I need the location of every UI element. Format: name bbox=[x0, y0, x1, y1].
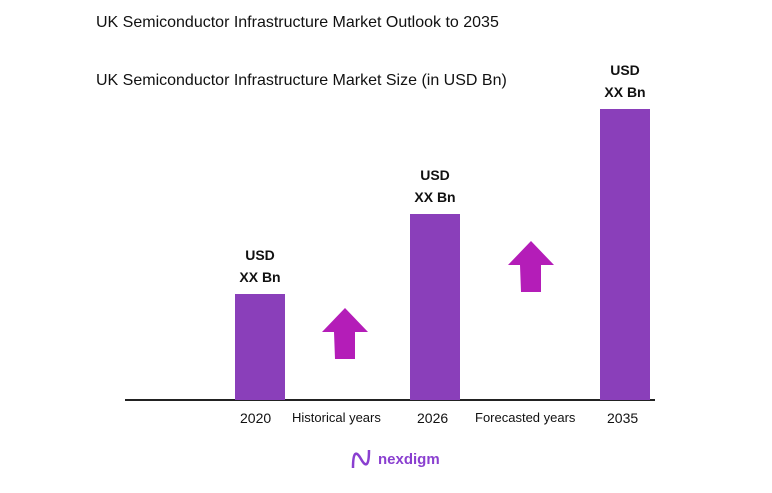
bar-2020 bbox=[235, 294, 285, 400]
data-label-2020: USD XX Bn bbox=[239, 247, 281, 285]
forecasted-years-label: Forecasted years bbox=[475, 410, 576, 425]
x-axis-line bbox=[125, 399, 655, 401]
data-label-2035: USD XX Bn bbox=[604, 62, 646, 100]
growth-arrow-icon bbox=[508, 241, 554, 292]
nexdigm-logo: nexdigm bbox=[350, 448, 440, 470]
bar-2026 bbox=[410, 214, 460, 400]
nexdigm-logo-icon bbox=[351, 449, 371, 469]
chart-subtitle: UK Semiconductor Infrastructure Market S… bbox=[96, 72, 507, 89]
growth-arrow-icon bbox=[322, 308, 368, 359]
chart-title: UK Semiconductor Infrastructure Market O… bbox=[96, 14, 499, 31]
x-tick-2035: 2035 bbox=[607, 410, 639, 426]
x-tick-2020: 2020 bbox=[240, 410, 272, 426]
bar-2035 bbox=[600, 109, 650, 400]
brand-name: nexdigm bbox=[378, 450, 440, 468]
historical-years-label: Historical years bbox=[292, 410, 381, 425]
x-tick-2026: 2026 bbox=[417, 410, 449, 426]
data-label-2026: USD XX Bn bbox=[414, 167, 456, 205]
